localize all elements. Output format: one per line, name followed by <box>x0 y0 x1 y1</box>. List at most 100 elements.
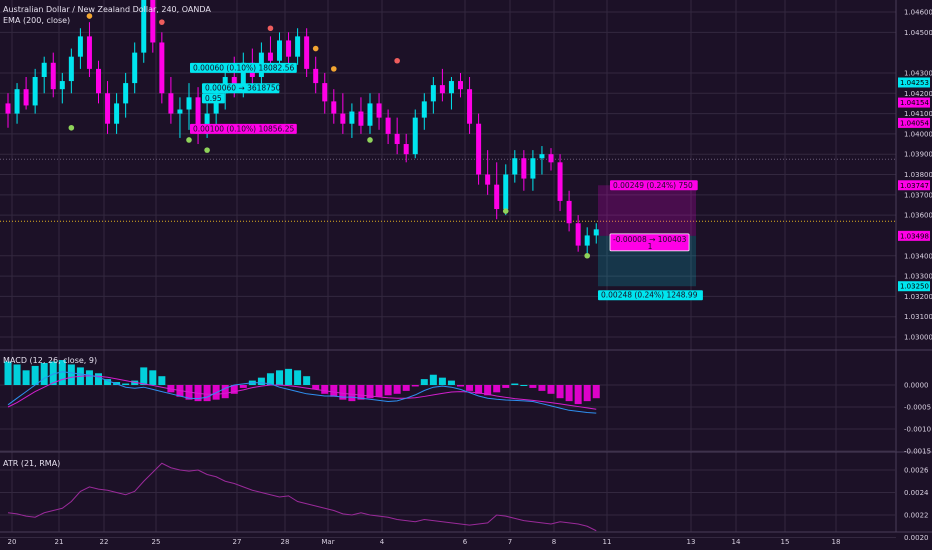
candle-body <box>23 89 29 106</box>
macd-tick-label: -0.0010 <box>904 426 931 434</box>
macd-hist-bar <box>22 370 30 385</box>
signal-marker <box>159 19 165 25</box>
macd-hist-bar <box>529 385 537 388</box>
candle-body <box>195 97 201 134</box>
candle-body <box>295 36 301 57</box>
candle-body <box>313 68 319 84</box>
macd-hist-bar <box>31 365 39 385</box>
y-tick-label: 1.04300 <box>904 69 932 77</box>
candle-body <box>503 174 509 210</box>
x-tick-label: 18 <box>832 538 841 546</box>
position-mid-box <box>609 233 690 252</box>
macd-hist-bar <box>574 385 582 405</box>
macd-hist-bar <box>95 373 102 385</box>
macd-hist-bar <box>420 379 428 385</box>
x-tick-label: 25 <box>152 538 161 546</box>
position-top-label: 0.00249 (0.24%) 750 <box>613 181 693 190</box>
macd-hist-bar <box>13 364 21 385</box>
macd-hist-bar <box>85 370 93 385</box>
candle-body <box>557 162 563 201</box>
position-bottom-box <box>598 290 703 301</box>
candle-body <box>77 36 83 57</box>
legend: Australian Dollar / New Zealand Dollar, … <box>3 4 211 26</box>
macd-hist-bar <box>493 385 501 393</box>
macd-hist-bar <box>502 385 510 388</box>
x-tick-label: 7 <box>508 538 512 546</box>
candle-body <box>385 117 391 134</box>
candle-body <box>114 103 120 124</box>
atr-tick-label: 0.0026 <box>904 467 929 475</box>
macd-hist-bar <box>321 385 329 394</box>
y-tick-label: 1.03300 <box>904 273 932 281</box>
price-tag-box <box>898 117 930 128</box>
candle-body <box>530 158 536 179</box>
candle-body <box>32 77 38 106</box>
candle-body <box>304 36 310 69</box>
candle-body <box>267 52 273 61</box>
x-tick-label: Mar <box>321 538 334 546</box>
atr-tick-label: 0.0022 <box>904 512 929 520</box>
candle-body <box>331 101 337 114</box>
price-tag-box <box>898 180 930 191</box>
macd-hist-bar <box>49 361 57 385</box>
y-tick-label: 1.03000 <box>904 334 932 342</box>
annotation-text: 0.00100 (0.10%) 10856.25 <box>193 124 294 133</box>
candle-body <box>213 93 219 114</box>
candle-body <box>349 111 355 124</box>
signal-marker <box>331 66 337 72</box>
x-tick-label: 13 <box>687 538 696 546</box>
macd-tick-label: -0.0005 <box>904 404 931 412</box>
price-tag-box <box>898 77 930 88</box>
price-tag-text: 1.04054 <box>900 119 929 127</box>
signal-marker <box>204 147 210 153</box>
x-tick-label: 28 <box>281 538 290 546</box>
price-tag-text: 1.03747 <box>900 182 929 190</box>
macd-hist-bar <box>257 377 265 385</box>
y-tick-label: 1.04000 <box>904 130 932 138</box>
macd-hist-bar <box>466 385 474 391</box>
candle-body <box>412 117 418 155</box>
macd-hist-bar <box>221 385 229 399</box>
atr-tick-label: 0.0024 <box>904 489 929 497</box>
signal-marker <box>267 25 274 32</box>
macd-hist-bar <box>475 385 483 394</box>
candle-body <box>150 0 156 43</box>
macd-hist-bar <box>58 360 66 385</box>
candle-body <box>177 109 183 114</box>
annotation-box <box>202 93 225 104</box>
candle-body <box>575 223 581 246</box>
x-tick-label: 11 <box>603 538 612 546</box>
candle-body <box>168 93 174 114</box>
macd-hist-bar <box>457 385 464 387</box>
macd-hist-bar <box>203 385 211 402</box>
x-tick-label: 27 <box>233 538 242 546</box>
macd-tick-label: -0.0015 <box>904 448 931 456</box>
candle-body <box>159 42 165 94</box>
candle-body <box>448 81 454 94</box>
y-tick-label: 1.03900 <box>904 151 932 159</box>
y-tick-label: 1.03200 <box>904 293 932 301</box>
position-target-zone <box>598 185 696 236</box>
candle-body <box>566 200 572 224</box>
candle-body <box>340 113 346 124</box>
macd-label: MACD (12, 26, close, 9) <box>3 356 97 365</box>
annotation-text: 0.95 <box>205 94 222 103</box>
macd-hist-bar <box>330 385 338 397</box>
macd-hist-bar <box>4 361 12 385</box>
macd-hist-bar <box>447 380 455 385</box>
x-tick-label: 20 <box>8 538 17 546</box>
candle-body <box>123 83 129 104</box>
candle-body <box>231 77 237 90</box>
macd-hist-bar <box>375 385 383 397</box>
candle-body <box>59 81 65 90</box>
macd-hist-bar <box>348 385 356 402</box>
candle-body <box>512 158 518 175</box>
signal-marker <box>394 57 400 64</box>
macd-hist-bar <box>266 373 274 385</box>
candle-body <box>5 103 11 114</box>
x-tick-label: 21 <box>55 538 64 546</box>
macd-hist-bar <box>538 385 546 391</box>
signal-marker <box>502 208 509 214</box>
candle-body <box>358 111 364 126</box>
